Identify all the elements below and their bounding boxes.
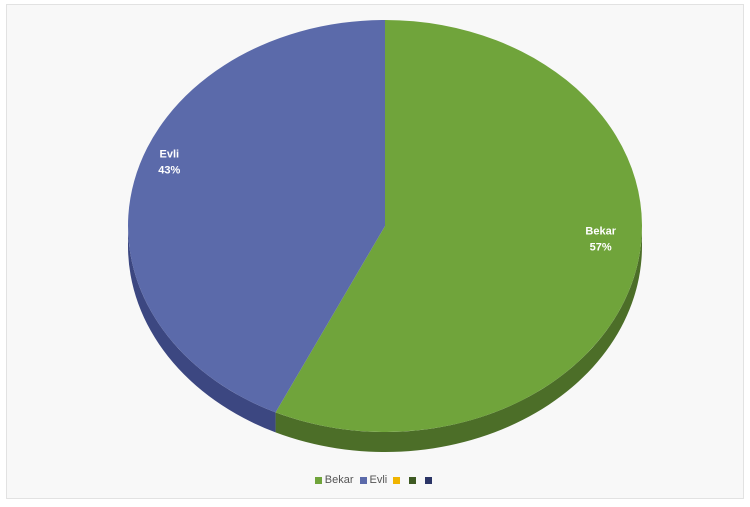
- legend-entry-4: [409, 476, 419, 484]
- pie-slice-bekar: [275, 20, 642, 432]
- legend-swatch-bekar: [314, 476, 322, 484]
- data-label-value-evli: 43%: [158, 164, 180, 176]
- data-label-name-bekar: Bekar: [585, 226, 616, 238]
- data-label-name-evli: Evli: [160, 148, 180, 160]
- legend-entry-5: [425, 476, 435, 484]
- legend-swatch-4: [409, 476, 417, 484]
- pie-side-bekar: [275, 226, 642, 453]
- legend-label-evli: Evli: [369, 474, 388, 486]
- pie-slice-evli: [128, 20, 385, 413]
- legend-entry-bekar: Bekar: [314, 474, 354, 486]
- legend-swatch-evli: [359, 476, 367, 484]
- legend-entry-evli: Evli: [359, 474, 388, 486]
- legend-label-bekar: Bekar: [324, 474, 354, 486]
- pie-side-evli: [128, 226, 276, 433]
- legend: Bekar Evli: [0, 474, 750, 486]
- data-label-value-bekar: 57%: [590, 242, 612, 254]
- legend-swatch-3: [393, 476, 401, 484]
- legend-swatch-5: [425, 476, 433, 484]
- legend-entry-3: [393, 476, 403, 484]
